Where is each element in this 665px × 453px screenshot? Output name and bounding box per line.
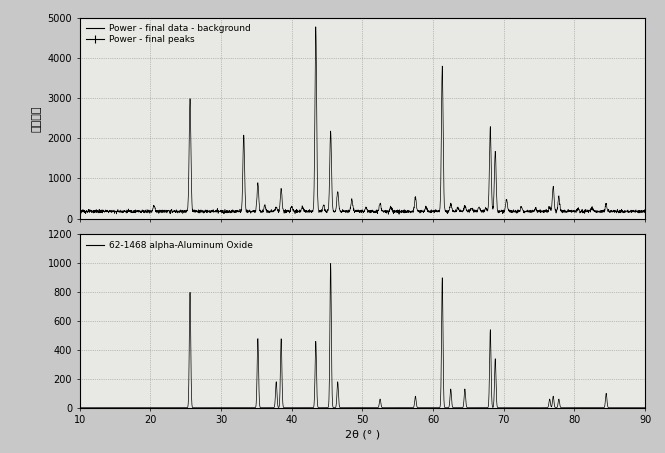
Legend: 62-1468 alpha-Aluminum Oxide: 62-1468 alpha-Aluminum Oxide <box>84 239 255 251</box>
X-axis label: 2θ (° ): 2θ (° ) <box>345 429 380 439</box>
Legend: Power - final data - background, Power - final peaks: Power - final data - background, Power -… <box>84 23 252 46</box>
Y-axis label: 行射强度: 行射强度 <box>32 105 42 131</box>
